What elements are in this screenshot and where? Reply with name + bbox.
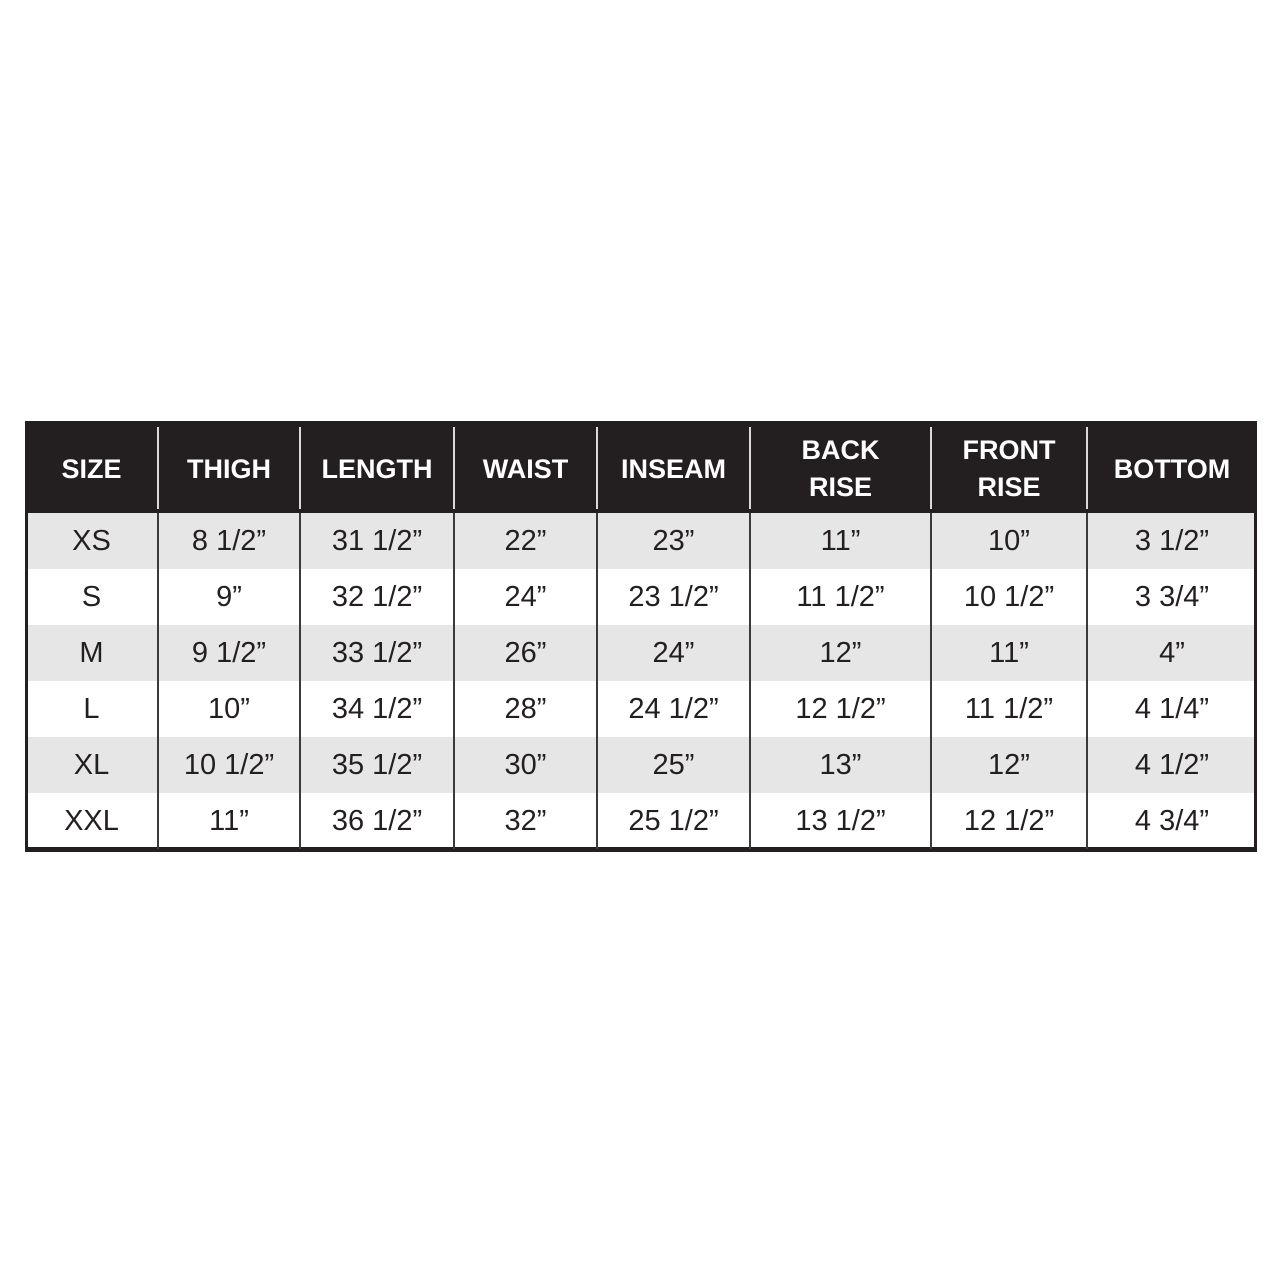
header-cell: BACK RISE <box>750 425 931 513</box>
table-cell: 22” <box>504 524 547 557</box>
table-cell: 32 1/2” <box>331 580 423 613</box>
header-cell: BOTTOM <box>1087 425 1257 513</box>
header-divider <box>1086 427 1088 509</box>
table-cell: 24 1/2” <box>628 692 719 725</box>
table-row <box>28 569 1254 625</box>
table-cell: 35 1/2” <box>331 748 423 781</box>
table-cell: 10” <box>988 524 1030 557</box>
table-cell: 4 1/4” <box>1134 692 1210 725</box>
table-cell: 12” <box>988 748 1030 781</box>
header-text: FRONT <box>962 435 1056 465</box>
table-cell: 25 1/2” <box>628 804 719 837</box>
header-cell: INSEAM <box>597 425 750 513</box>
table-cell: 26” <box>504 636 547 669</box>
header-cell: FRONT RISE <box>931 425 1087 513</box>
table-cell: 30” <box>504 748 547 781</box>
table-row <box>28 681 1254 737</box>
table-cell: 34 1/2” <box>331 692 423 725</box>
table-cell: 23 1/2” <box>628 580 719 613</box>
header-cell: SIZE <box>25 425 158 513</box>
header-divider <box>157 427 159 509</box>
table-cell: 36 1/2” <box>331 804 423 837</box>
column-divider <box>1086 513 1088 849</box>
header-divider <box>299 427 301 509</box>
table-cell: 4” <box>1159 636 1185 669</box>
table-cell: 13 1/2” <box>795 804 886 837</box>
table-cell: 31 1/2” <box>331 524 423 557</box>
header-divider <box>749 427 751 509</box>
table-cell: 3 1/2” <box>1134 524 1210 557</box>
table-cell: 3 3/4” <box>1134 580 1210 613</box>
size-table: SIZE THIGH LENGTH WAIST INSEAM BACK RISE FRONT R… <box>25 421 1257 852</box>
table-cell: 12” <box>819 636 862 669</box>
header-cell: THIGH <box>158 425 300 513</box>
column-divider <box>749 513 751 849</box>
table-cell: 28” <box>504 692 547 725</box>
table-row <box>28 737 1254 793</box>
header-text: SIZE <box>61 453 122 484</box>
header-text: RISE <box>977 472 1041 502</box>
table-cell: 24” <box>652 636 695 669</box>
header-text: LENGTH <box>321 453 433 484</box>
table-cell: 9 1/2” <box>191 636 267 669</box>
table-cell: S <box>81 580 102 613</box>
header-text: BOTTOM <box>1113 453 1231 484</box>
table-cell: 10 1/2” <box>963 580 1055 613</box>
table-cell: 12 1/2” <box>963 804 1055 837</box>
column-divider <box>157 513 159 849</box>
table-cell: 4 1/2” <box>1134 748 1210 781</box>
header-divider <box>596 427 598 509</box>
table-row <box>28 513 1254 569</box>
header-cell: LENGTH <box>300 425 454 513</box>
header-text: BACK <box>801 435 880 465</box>
table-cell: M <box>79 636 104 669</box>
table-cell: 11 1/2” <box>964 692 1054 725</box>
table-cell: 32” <box>504 804 547 837</box>
header-divider <box>930 427 932 509</box>
column-divider <box>596 513 598 849</box>
table-cell: 23” <box>652 524 695 557</box>
table-cell: 10” <box>208 692 250 725</box>
header-text: THIGH <box>187 453 271 484</box>
column-divider <box>453 513 455 849</box>
column-divider <box>930 513 932 849</box>
table-cell: 9” <box>216 580 242 613</box>
table-cell: XL <box>73 748 110 781</box>
header-cell: WAIST <box>454 425 597 513</box>
table-cell: XS <box>72 524 111 557</box>
table-cell: 13” <box>819 748 862 781</box>
header-text: RISE <box>808 472 873 502</box>
table-cell: 10 1/2” <box>183 748 275 781</box>
header-text: INSEAM <box>620 453 726 484</box>
table-cell: 8 1/2” <box>191 524 267 557</box>
header-text: WAIST <box>482 453 569 484</box>
table-cell: 11 1/2” <box>796 580 885 613</box>
table-cell: 11” <box>209 804 249 837</box>
table-cell: 33 1/2” <box>331 636 423 669</box>
header-divider <box>453 427 455 509</box>
table-cell: L <box>83 692 100 725</box>
table-row <box>28 793 1254 847</box>
table-cell: 11” <box>989 636 1029 669</box>
table-row <box>28 625 1254 681</box>
table-cell: 11” <box>820 524 861 557</box>
table-cell: 25” <box>652 748 695 781</box>
column-divider <box>299 513 301 849</box>
table-cell: 4 3/4” <box>1134 804 1210 837</box>
table-cell: XXL <box>64 804 119 837</box>
table-cell: 24” <box>504 580 547 613</box>
table-cell: 12 1/2” <box>795 692 886 725</box>
